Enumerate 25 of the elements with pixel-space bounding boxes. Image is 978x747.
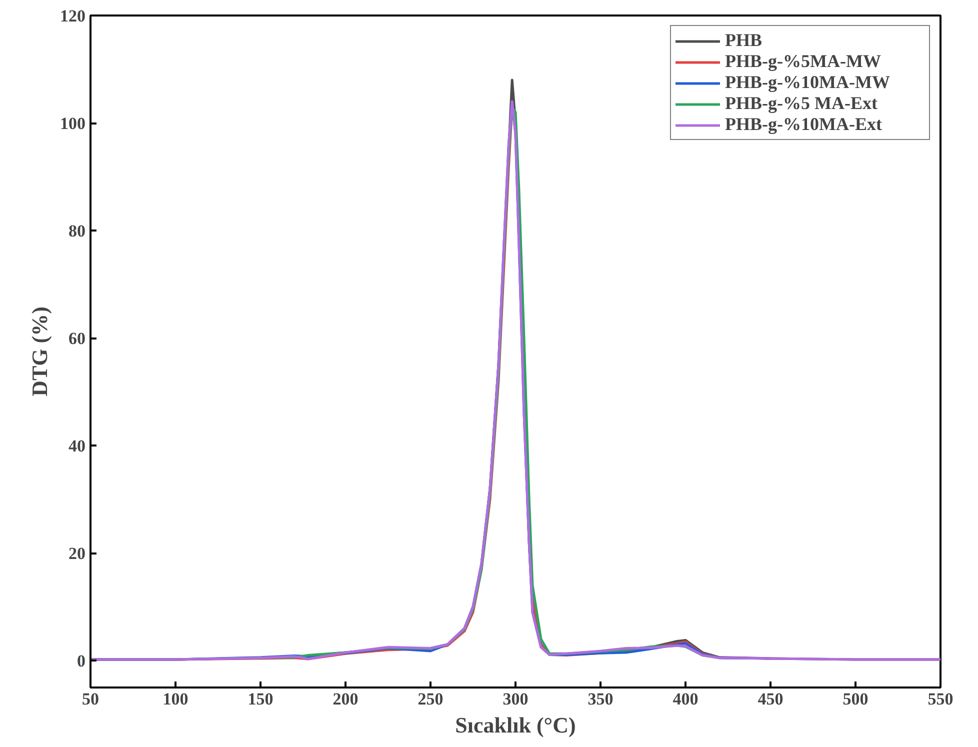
x-tick-label: 350 xyxy=(588,690,614,708)
x-tick-label: 50 xyxy=(82,690,99,708)
legend-label: PHB-g-%5 MA-Ext xyxy=(725,93,878,114)
y-tick-label: 80 xyxy=(68,222,86,241)
y-tick-label: 0 xyxy=(77,652,86,671)
x-tick-label: 500 xyxy=(842,690,868,708)
y-tick-label: 20 xyxy=(68,544,86,564)
legend-label: PHB-g-%5MA-MW xyxy=(725,51,882,72)
x-axis-title: Sıcaklık (°C) xyxy=(455,712,576,738)
legend-label: PHB-g-%10MA-MW xyxy=(725,72,891,93)
x-tick-label: 250 xyxy=(418,690,444,708)
x-tick-label: 200 xyxy=(332,690,358,708)
y-axis-title: DTG (%) xyxy=(27,306,52,396)
x-tick-label: 550 xyxy=(928,690,954,708)
y-tick-label: 40 xyxy=(68,436,86,456)
x-tick-label: 300 xyxy=(502,690,528,708)
x-tick-label: 150 xyxy=(248,690,274,708)
y-tick-label: 100 xyxy=(60,114,86,134)
legend-label: PHB xyxy=(725,30,764,51)
x-tick-label: 450 xyxy=(758,690,784,708)
x-tick-label: 400 xyxy=(672,690,698,708)
y-tick-label: 60 xyxy=(68,329,86,348)
y-tick-label: 120 xyxy=(60,6,86,26)
legend-label: PHB-g-%10MA-Ext xyxy=(725,114,883,135)
x-tick-label: 100 xyxy=(162,690,188,708)
